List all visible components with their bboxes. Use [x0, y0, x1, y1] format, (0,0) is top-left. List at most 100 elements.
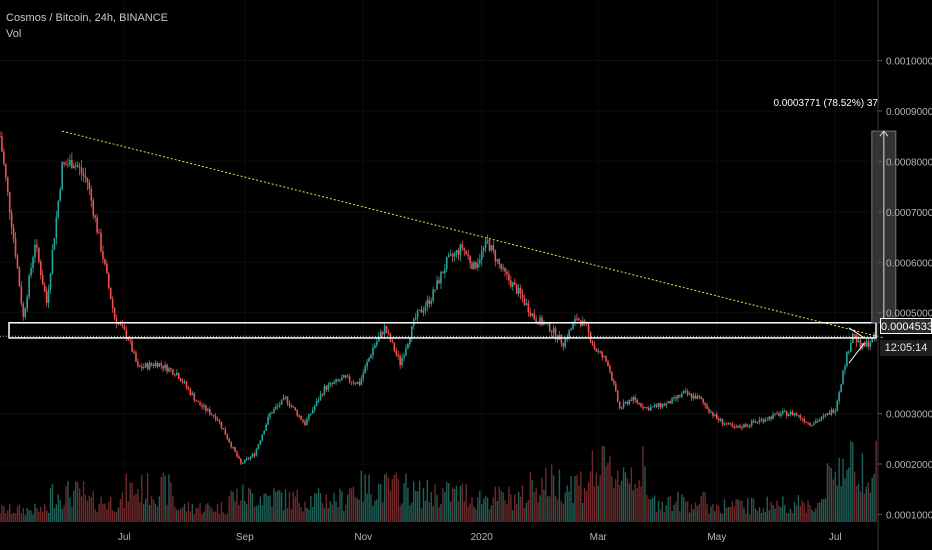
- candle-body: [717, 418, 720, 421]
- volume-bar: [300, 507, 302, 522]
- candle-body: [113, 308, 116, 319]
- candle-body: [107, 273, 110, 288]
- candle-body: [121, 324, 124, 327]
- volume-bar: [716, 504, 718, 522]
- candle-body: [280, 399, 283, 405]
- volume-bar: [135, 493, 137, 522]
- volume-bar: [333, 492, 335, 522]
- candle-body: [646, 407, 648, 409]
- volume-bar: [822, 499, 825, 522]
- volume-bar: [244, 501, 246, 522]
- volume-bar: [531, 480, 533, 522]
- volume-bar: [803, 502, 805, 522]
- candle-body: [512, 282, 514, 287]
- candle-body: [636, 399, 638, 403]
- volume-bar: [267, 496, 269, 522]
- candle-body: [844, 366, 846, 371]
- volume-bar: [110, 496, 112, 522]
- volume-bar: [127, 501, 129, 522]
- volume-bar: [275, 491, 277, 522]
- volume-bar: [352, 486, 355, 522]
- candle-body: [393, 342, 396, 352]
- volume-bar: [686, 501, 689, 522]
- volume-bar: [535, 487, 537, 522]
- volume-bar: [222, 512, 225, 522]
- candle-body: [733, 426, 736, 428]
- candle-body: [0, 136, 1, 138]
- candle-body: [98, 232, 100, 234]
- volume-bar: [218, 513, 221, 522]
- candle-body: [395, 351, 398, 355]
- volume-bar: [632, 490, 634, 522]
- candle-body: [613, 380, 615, 384]
- volume-bar: [500, 490, 502, 522]
- volume-bar: [98, 504, 100, 522]
- volume-bar: [40, 506, 42, 522]
- volume-bar: [539, 495, 541, 522]
- candle-body: [813, 423, 815, 426]
- candle-body: [568, 330, 570, 339]
- volume-bar: [183, 503, 186, 522]
- volume-bar: [9, 503, 11, 522]
- candle-body: [247, 458, 250, 460]
- volume-bar: [698, 503, 700, 522]
- volume-bar: [492, 497, 495, 522]
- candle-body: [830, 409, 833, 415]
- candle-body: [146, 363, 149, 369]
- candle-body: [135, 352, 137, 362]
- candle-body: [96, 217, 98, 233]
- volume-bar: [282, 509, 285, 522]
- volume-bar: [59, 499, 61, 522]
- volume-bar: [659, 509, 662, 522]
- volume-bar: [515, 503, 518, 522]
- candle-body: [249, 456, 252, 459]
- candle-body: [284, 396, 287, 398]
- volume-bar: [339, 488, 341, 522]
- candle-body: [539, 317, 541, 325]
- time-tick-label: Jul: [118, 532, 131, 543]
- candle-body: [523, 298, 526, 305]
- candle-body: [319, 394, 322, 401]
- volume-bar: [265, 493, 267, 522]
- candle-body: [469, 256, 471, 264]
- candle-body: [708, 408, 710, 413]
- candle-body: [191, 393, 194, 395]
- volume-bar: [146, 473, 149, 522]
- candle-body: [193, 393, 196, 401]
- price-tick-label: 0.0002000: [886, 460, 932, 471]
- candle-body: [208, 409, 211, 415]
- candle-body: [158, 363, 161, 367]
- candle-body: [102, 251, 104, 260]
- volume-bar: [764, 511, 767, 522]
- volume-bar: [12, 512, 15, 522]
- volume-bar: [234, 500, 236, 522]
- candle-body: [123, 326, 126, 330]
- candle-body: [292, 406, 295, 408]
- volume-bar: [523, 507, 526, 522]
- volume-bar: [150, 496, 153, 522]
- candle-body: [216, 419, 219, 421]
- volume-bar: [16, 506, 19, 522]
- volume-bar: [61, 508, 63, 522]
- volume-bar: [203, 511, 205, 522]
- candle-body: [383, 325, 386, 335]
- candle-body: [203, 405, 205, 407]
- volume-bar: [708, 513, 710, 522]
- volume-bar: [807, 500, 809, 522]
- volume-bar: [681, 493, 683, 522]
- time-axis[interactable]: Jul Sep Nov 2020 Mar May Jul: [118, 532, 842, 543]
- candle-body: [376, 341, 378, 346]
- candle-body: [92, 200, 95, 216]
- volume-bar: [706, 504, 708, 522]
- price-axis[interactable]: 0.0010000 0.0009000 0.0008000 0.0007000 0.00…: [877, 0, 932, 550]
- candle-body: [275, 406, 277, 410]
- candle-body: [548, 322, 551, 332]
- candle-body: [164, 364, 166, 369]
- volume-bar: [413, 481, 415, 522]
- volume-bar: [370, 494, 372, 522]
- volume-bar: [343, 510, 345, 522]
- candle-body: [795, 413, 798, 416]
- volume-bar: [185, 511, 188, 522]
- candle-body: [616, 390, 619, 402]
